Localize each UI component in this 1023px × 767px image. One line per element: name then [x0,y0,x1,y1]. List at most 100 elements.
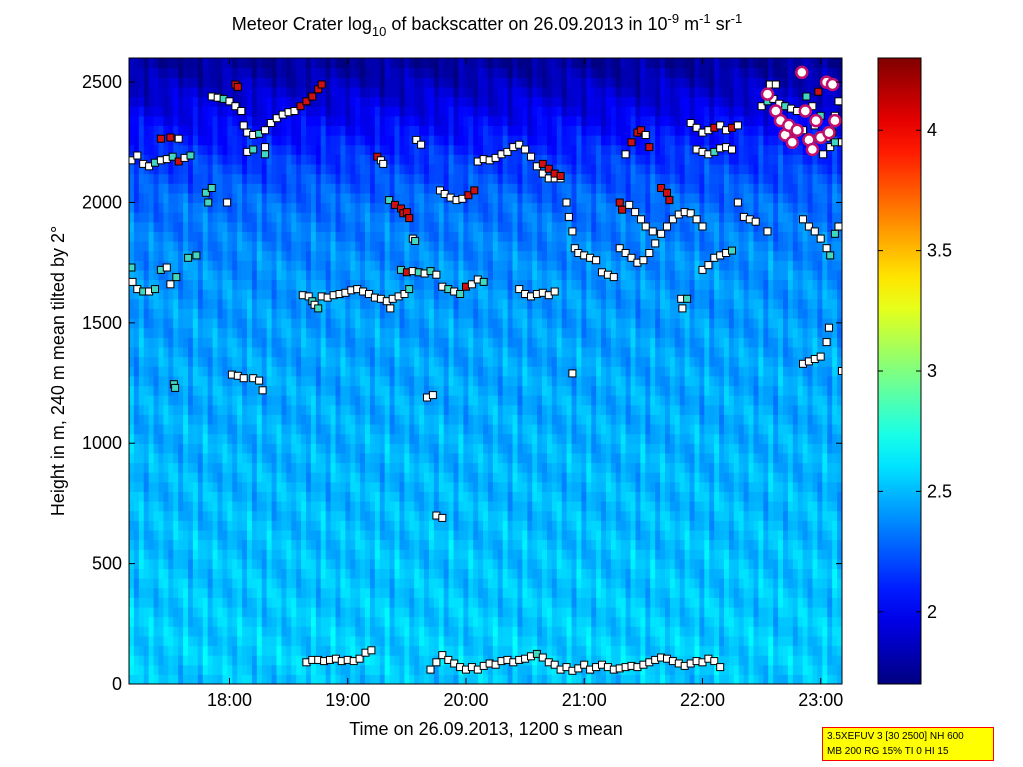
heatmap-cell [266,452,273,464]
heatmap-cell [566,481,573,492]
heatmap-cell [669,597,676,608]
heatmap-cell [733,539,740,550]
heatmap-cell [546,462,553,473]
heatmap-cell [822,433,828,444]
heatmap-cell [728,501,735,512]
heatmap-cell [527,578,533,589]
heatmap-cell [778,375,784,387]
heatmap-cell [286,491,292,502]
heatmap-cell [827,395,833,406]
heatmap-cell [669,462,676,473]
heatmap-cell [778,423,784,435]
heatmap-cell [409,346,415,358]
heatmap-cell [487,606,494,618]
heatmap-cell [148,366,155,377]
heatmap-cell [827,414,833,425]
heatmap-cell [379,433,386,444]
heatmap-cell [301,578,307,589]
heatmap-cell [197,616,204,627]
heatmap-cell [709,462,715,473]
heatmap-cell [330,375,337,387]
heatmap-cell [551,443,558,454]
heatmap-cell [605,578,612,589]
heatmap-cell [837,510,842,521]
heatmap-cell [350,481,356,492]
heatmap-cell [138,462,145,473]
heatmap-cell [463,635,469,647]
heatmap-cell [792,664,799,675]
heatmap-cell [188,664,194,675]
heatmap-cell [143,655,150,666]
heatmap-cell [256,597,263,608]
heatmap-cell [773,616,779,627]
heatmap-cell [763,539,769,550]
heatmap-cell [807,674,814,684]
heatmap-cell [188,597,194,608]
heatmap-cell [660,385,666,396]
heatmap-cell [138,529,145,541]
heatmap-cell [517,549,523,560]
heatmap-cell [517,395,523,406]
heatmap-cell [640,674,646,684]
heatmap-cell [325,549,332,560]
heatmap-cell [202,568,209,579]
heatmap-cell [822,529,828,541]
heatmap-cell [807,443,814,454]
heatmap-cell [537,529,543,541]
heatmap-cell [222,606,228,618]
heatmap-cell [399,645,405,656]
heatmap-cell [792,616,799,627]
heatmap-cell [256,366,263,377]
heatmap-cell [571,597,578,608]
heatmap-cell [778,501,784,512]
heatmap-cell [473,510,479,521]
heatmap-cell [679,443,686,454]
heatmap-cell [315,597,322,608]
heatmap-cell [183,558,189,570]
heatmap-cell [635,395,641,406]
heatmap-cell [212,558,219,570]
heatmap-cell [827,356,833,367]
heatmap-cell [610,626,617,637]
heatmap-cell [492,395,499,406]
heatmap-cell [586,645,592,656]
heatmap-cell [664,549,671,560]
heatmap-cell [483,433,489,444]
heatmap-cell [384,510,391,521]
heatmap-cell [635,568,641,579]
heatmap-cell [281,510,287,521]
heatmap-cell [768,520,774,531]
heatmap-cell [443,520,450,531]
heatmap-cell [517,568,523,579]
heatmap-cell [812,606,819,618]
heatmap-cell [699,395,705,406]
heatmap-cell [360,664,366,675]
heatmap-cell [507,664,514,675]
heatmap-cell [428,578,435,589]
heatmap-cell [591,395,597,406]
heatmap-cell [792,366,799,377]
heatmap-cell [247,674,253,684]
heatmap-cell [261,558,268,570]
heatmap-cell [222,366,228,377]
heatmap-cell [256,664,263,675]
heatmap-cell [581,452,587,464]
heatmap-cell [576,481,582,492]
heatmap-cell [478,520,484,531]
heatmap-cell [168,568,174,579]
heatmap-cell [365,529,371,541]
heatmap-cell [748,481,755,492]
heatmap-cell [640,462,646,473]
heatmap-cell [330,423,337,435]
heatmap-cell [473,635,479,647]
heatmap-cell [251,568,258,579]
heatmap-cell [684,539,691,550]
heatmap-cell [379,414,386,425]
heatmap-cell [355,385,361,396]
heatmap-cell [684,385,691,396]
heatmap-cell [556,635,563,647]
heatmap-cell [537,501,543,512]
heatmap-cell [345,616,351,627]
heatmap-cell [615,529,622,541]
heatmap-cell [192,587,199,598]
